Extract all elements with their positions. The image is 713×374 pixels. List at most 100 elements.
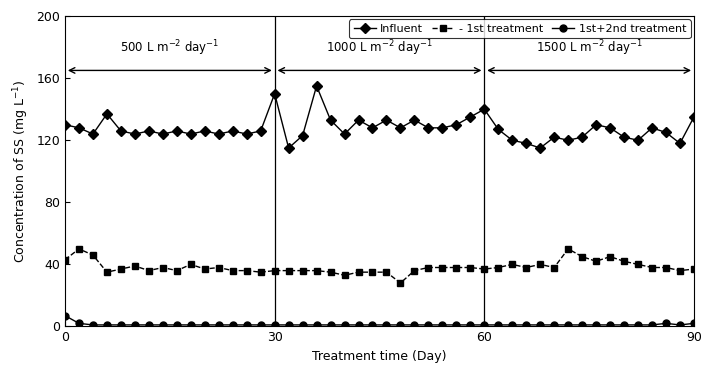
Influent [689, 115, 698, 119]
- 1st treatment [215, 265, 223, 270]
Influent [284, 146, 293, 150]
Text: 500 L m$^{-2}$ day$^{-1}$: 500 L m$^{-2}$ day$^{-1}$ [120, 39, 220, 58]
1st+2nd treatment [130, 323, 139, 327]
Influent [145, 129, 153, 133]
- 1st treatment [354, 270, 363, 275]
1st+2nd treatment [117, 323, 125, 327]
1st+2nd treatment [536, 323, 545, 327]
Influent [75, 126, 83, 130]
- 1st treatment [61, 258, 69, 262]
1st+2nd treatment [466, 323, 475, 327]
Influent [606, 126, 615, 130]
1st+2nd treatment [522, 323, 530, 327]
Influent [620, 135, 628, 140]
Influent [466, 115, 475, 119]
- 1st treatment [242, 269, 251, 273]
1st+2nd treatment [145, 323, 153, 327]
Influent [228, 129, 237, 133]
1st+2nd treatment [354, 323, 363, 327]
- 1st treatment [158, 265, 167, 270]
- 1st treatment [452, 265, 461, 270]
Influent [647, 126, 656, 130]
1st+2nd treatment [270, 323, 279, 327]
1st+2nd treatment [606, 323, 615, 327]
Legend: Influent, - 1st treatment, 1st+2nd treatment: Influent, - 1st treatment, 1st+2nd treat… [349, 19, 691, 38]
Influent [676, 141, 684, 145]
Influent [215, 132, 223, 136]
- 1st treatment [200, 267, 209, 271]
Influent [327, 118, 335, 122]
Influent [158, 132, 167, 136]
- 1st treatment [620, 259, 628, 264]
Influent [396, 126, 405, 130]
- 1st treatment [466, 265, 475, 270]
Influent [368, 126, 376, 130]
1st+2nd treatment [340, 323, 349, 327]
Influent [354, 118, 363, 122]
Line: - 1st treatment: - 1st treatment [61, 245, 697, 286]
1st+2nd treatment [550, 323, 558, 327]
- 1st treatment [270, 269, 279, 273]
Influent [117, 129, 125, 133]
1st+2nd treatment [689, 321, 698, 326]
Influent [187, 132, 195, 136]
- 1st treatment [676, 269, 684, 273]
1st+2nd treatment [228, 323, 237, 327]
- 1st treatment [550, 265, 558, 270]
- 1st treatment [647, 265, 656, 270]
- 1st treatment [382, 270, 391, 275]
1st+2nd treatment [508, 323, 516, 327]
Influent [438, 126, 446, 130]
1st+2nd treatment [382, 323, 391, 327]
Influent [88, 132, 97, 136]
1st+2nd treatment [327, 323, 335, 327]
- 1st treatment [592, 259, 600, 264]
1st+2nd treatment [634, 323, 642, 327]
- 1st treatment [88, 253, 97, 257]
- 1st treatment [340, 273, 349, 278]
1st+2nd treatment [620, 323, 628, 327]
1st+2nd treatment [312, 323, 321, 327]
- 1st treatment [410, 269, 419, 273]
1st+2nd treatment [215, 323, 223, 327]
- 1st treatment [75, 246, 83, 251]
Influent [494, 127, 503, 132]
- 1st treatment [368, 270, 376, 275]
- 1st treatment [298, 269, 307, 273]
Influent [508, 138, 516, 142]
1st+2nd treatment [75, 321, 83, 326]
Text: 1000 L m$^{-2}$ day$^{-1}$: 1000 L m$^{-2}$ day$^{-1}$ [326, 39, 433, 58]
- 1st treatment [284, 269, 293, 273]
1st+2nd treatment [578, 323, 586, 327]
Influent [452, 123, 461, 127]
- 1st treatment [117, 267, 125, 271]
- 1st treatment [327, 270, 335, 275]
Influent [312, 84, 321, 88]
- 1st treatment [228, 269, 237, 273]
1st+2nd treatment [242, 323, 251, 327]
- 1st treatment [634, 262, 642, 267]
1st+2nd treatment [298, 323, 307, 327]
- 1st treatment [494, 265, 503, 270]
Influent [564, 138, 573, 142]
Y-axis label: Concentration of SS (mg L$^{-1}$): Concentration of SS (mg L$^{-1}$) [11, 80, 31, 263]
X-axis label: Treatment time (Day): Treatment time (Day) [312, 350, 447, 363]
1st+2nd treatment [592, 323, 600, 327]
1st+2nd treatment [452, 323, 461, 327]
Influent [480, 107, 488, 111]
Influent [257, 129, 265, 133]
1st+2nd treatment [424, 323, 433, 327]
Influent [578, 135, 586, 140]
- 1st treatment [438, 265, 446, 270]
1st+2nd treatment [438, 323, 446, 327]
Influent [662, 130, 670, 135]
Influent [173, 129, 181, 133]
Text: 1500 L m$^{-2}$ day$^{-1}$: 1500 L m$^{-2}$ day$^{-1}$ [535, 39, 642, 58]
- 1st treatment [257, 270, 265, 275]
1st+2nd treatment [662, 321, 670, 326]
- 1st treatment [662, 265, 670, 270]
1st+2nd treatment [480, 323, 488, 327]
1st+2nd treatment [61, 313, 69, 318]
Influent [270, 92, 279, 96]
1st+2nd treatment [564, 323, 573, 327]
